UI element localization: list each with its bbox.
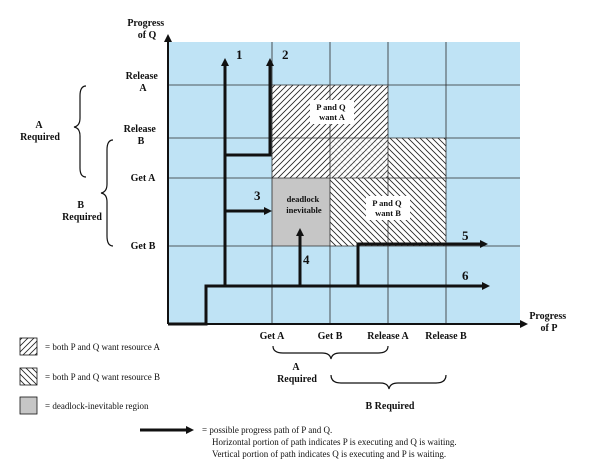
legend-swatch-want-b — [19, 367, 38, 386]
path-label-1: 1 — [236, 47, 243, 62]
bracket-a-required — [73, 85, 87, 178]
progress-paths — [168, 58, 490, 326]
bracket-b-required-label: B Required — [62, 200, 102, 223]
region-label-bg-b — [366, 196, 410, 220]
bracket-x-b-required-label: B Required — [366, 401, 415, 412]
grid-lines — [168, 42, 520, 324]
region-overlap-a — [330, 138, 388, 178]
y-tick-release-b: Release B — [124, 124, 159, 147]
path-label-2: 2 — [282, 47, 289, 62]
legend-text-deadlock: = deadlock-inevitable region — [45, 401, 149, 411]
y-axis-title: Progress of Q — [127, 18, 166, 41]
path-5 — [356, 240, 488, 286]
x-tick-get-a: Get A — [260, 331, 285, 342]
legend-swatch-want-a — [19, 337, 38, 356]
bracket-a-required-label: A Required — [20, 120, 60, 143]
path-2 — [225, 58, 274, 157]
legend-text-want-b: = both P and Q want resource B — [45, 372, 160, 382]
y-tick-get-b: Get B — [131, 241, 156, 252]
x-axis-title: Progress of P — [529, 311, 568, 334]
legend-text-path-1: = possible progress path of P and Q. — [202, 425, 332, 435]
path-label-3: 3 — [254, 188, 261, 203]
legend-text-path-2: Horizontal portion of path indicates P i… — [212, 437, 457, 447]
region-label-want-b: P and Q want B — [372, 198, 403, 218]
bracket-b-required — [100, 139, 114, 247]
path-6 — [168, 282, 490, 326]
legend-swatch-deadlock — [19, 396, 38, 415]
y-tick-get-a: Get A — [131, 173, 156, 184]
region-label-deadlock: deadlock inevitable — [286, 194, 322, 215]
bracket-x-a-required — [272, 345, 389, 360]
x-tick-release-b: Release B — [425, 331, 467, 342]
bracket-x-a-required-label: A Required — [277, 362, 317, 385]
region-label-want-a: P and Q want A — [316, 102, 347, 122]
region-label-bg-a — [310, 100, 354, 124]
x-tick-release-a: Release A — [367, 331, 409, 342]
y-tick-release-a: Release A — [126, 71, 161, 94]
bracket-x-b-required — [330, 374, 447, 390]
path-label-6: 6 — [462, 268, 469, 283]
x-tick-get-b: Get B — [318, 331, 343, 342]
legend-text-want-a: = both P and Q want resource A — [45, 342, 160, 352]
legend-text-path-3: Vertical portion of path indicates Q is … — [212, 449, 446, 459]
path-label-5: 5 — [462, 228, 469, 243]
path-label-4: 4 — [303, 252, 310, 267]
